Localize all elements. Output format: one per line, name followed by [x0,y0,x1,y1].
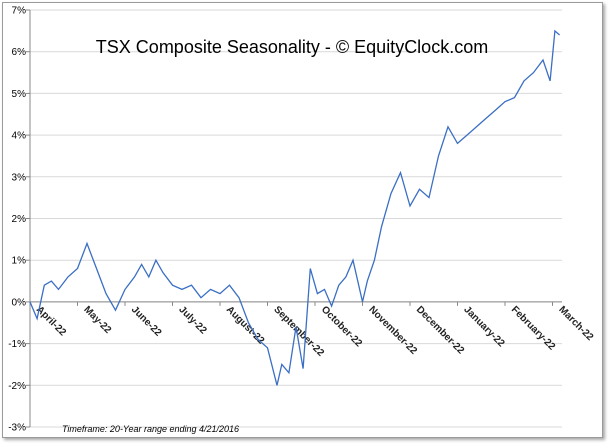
x-tick-label: January-22 [461,304,506,349]
x-tick-label: May-22 [81,304,113,336]
y-tick-label: 0% [12,297,27,308]
y-tick-label: 4% [12,131,27,142]
x-tick-label: September-22 [271,304,326,359]
x-tick-label: February-22 [509,304,558,353]
x-tick-label: December-22 [414,304,467,357]
y-tick-label: -3% [8,423,26,434]
x-tick-label: June-22 [129,304,164,339]
y-tick-label: -2% [8,381,26,392]
y-tick-label: 1% [12,256,27,267]
seasonality-line [29,29,561,386]
y-tick-label: -1% [8,339,26,350]
gridlines [30,9,562,428]
chart-footnote: Timeframe: 20-Year range ending 4/21/201… [62,424,239,434]
y-tick-label: 7% [12,6,27,17]
x-axis: April-22 May-22 June-22 July-22 August-22 Sep… [29,301,596,359]
x-tick-label: July-22 [176,304,208,336]
y-tick-label: 2% [12,214,27,225]
y-axis: -3% -2% -1% 0% 1% 2% 3% 4% 5% 6% 7% [8,6,30,434]
y-tick-label: 6% [12,47,27,58]
y-tick-label: 3% [12,172,27,183]
x-tick-label: November-22 [366,304,419,357]
x-tick-label: March-22 [556,304,595,343]
chart-title: TSX Composite Seasonality - © EquityCloc… [96,37,488,57]
x-tick-label: October-22 [319,304,364,349]
y-tick-label: 5% [12,89,27,100]
